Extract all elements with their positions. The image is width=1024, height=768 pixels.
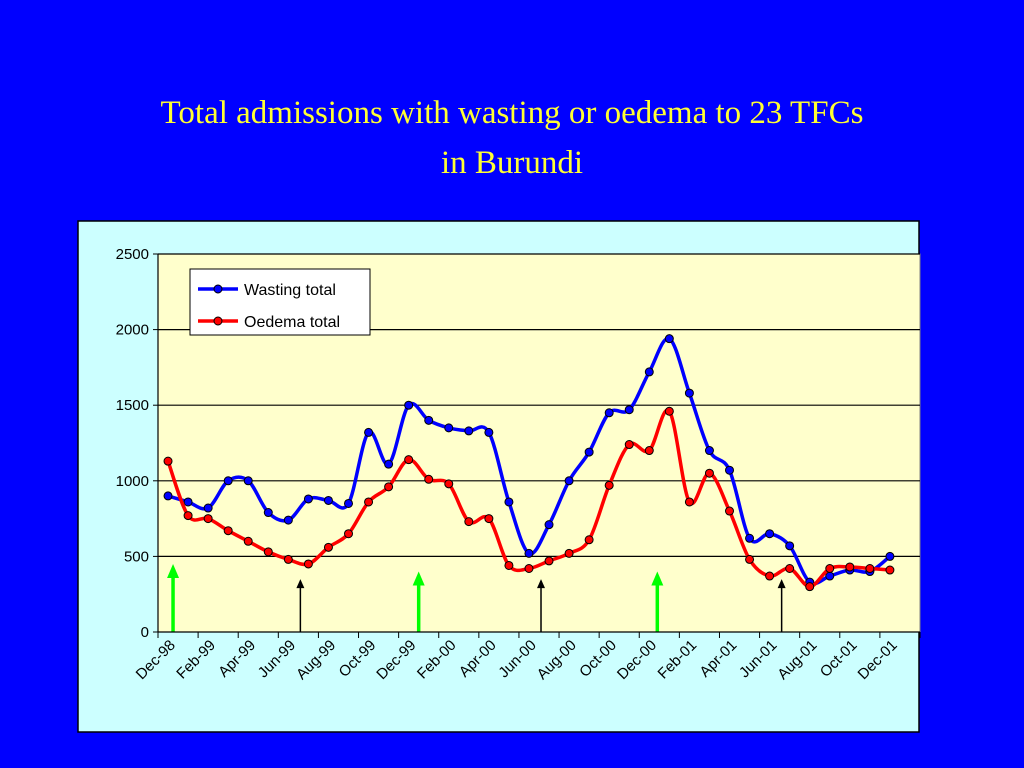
data-point-oedema xyxy=(444,479,454,489)
data-point-oedema xyxy=(644,446,654,456)
data-point-oedema xyxy=(684,497,694,507)
annotation-arrow-head xyxy=(412,571,425,586)
data-point-wasting xyxy=(584,447,594,457)
data-point-wasting xyxy=(223,476,233,486)
y-tick-label: 2000 xyxy=(116,322,149,339)
data-point-wasting xyxy=(344,498,353,508)
legend-label-oedema: Oedema total xyxy=(244,314,340,331)
data-point-wasting xyxy=(384,459,394,469)
data-point-wasting xyxy=(725,465,734,475)
data-point-oedema xyxy=(765,571,775,581)
data-point-oedema xyxy=(524,563,534,573)
data-point-oedema xyxy=(163,456,173,466)
data-point-wasting xyxy=(745,533,755,543)
data-point-oedema xyxy=(664,406,674,416)
data-point-wasting xyxy=(684,388,694,398)
slide-title: Total admissions with wasting or oedema … xyxy=(40,88,984,188)
data-point-oedema xyxy=(564,548,574,558)
annotation-arrow-head xyxy=(167,563,180,578)
data-point-oedema xyxy=(865,563,875,573)
data-point-oedema xyxy=(344,529,353,539)
y-tick-label: 1000 xyxy=(116,473,149,490)
data-point-wasting xyxy=(203,503,213,513)
data-point-wasting xyxy=(243,476,253,486)
data-point-oedema xyxy=(484,514,494,524)
data-point-oedema xyxy=(364,497,374,507)
data-point-oedema xyxy=(283,554,293,564)
data-point-wasting xyxy=(785,541,795,551)
data-point-wasting xyxy=(303,494,313,504)
data-point-oedema xyxy=(885,565,895,575)
y-tick-label: 500 xyxy=(124,548,149,565)
data-point-oedema xyxy=(323,542,333,552)
data-point-oedema xyxy=(544,556,554,566)
data-point-oedema xyxy=(825,563,835,573)
data-point-wasting xyxy=(524,548,534,558)
gridlines xyxy=(158,253,920,558)
data-point-wasting xyxy=(664,334,674,344)
data-point-wasting xyxy=(364,427,374,437)
data-point-oedema xyxy=(464,517,474,527)
data-point-wasting xyxy=(765,529,775,539)
legend-marker-wasting xyxy=(213,284,223,294)
annotation-arrow-head xyxy=(296,579,305,589)
data-point-wasting xyxy=(464,426,474,436)
data-point-oedema xyxy=(785,563,795,573)
data-point-oedema xyxy=(424,474,434,484)
data-point-oedema xyxy=(183,511,193,521)
annotation-arrow-head xyxy=(777,579,786,589)
data-point-wasting xyxy=(644,367,654,377)
data-point-wasting xyxy=(544,520,554,530)
data-point-wasting xyxy=(885,551,895,561)
data-point-oedema xyxy=(384,482,394,492)
data-point-oedema xyxy=(845,562,855,572)
y-tick-label: 1500 xyxy=(116,397,149,414)
data-point-oedema xyxy=(624,440,634,450)
data-point-oedema xyxy=(404,455,414,465)
annotation-arrow-head xyxy=(651,571,664,586)
data-point-oedema xyxy=(263,547,273,557)
data-point-oedema xyxy=(604,480,614,490)
data-point-wasting xyxy=(444,423,454,433)
data-point-oedema xyxy=(243,536,253,546)
slide-title-line-1: Total admissions with wasting or oedema … xyxy=(160,95,864,131)
data-point-wasting xyxy=(504,497,514,507)
data-point-wasting xyxy=(424,415,434,425)
data-point-wasting xyxy=(604,408,614,418)
data-point-wasting xyxy=(263,508,273,518)
annotation-arrows xyxy=(167,563,786,632)
data-point-oedema xyxy=(203,514,213,524)
y-tick-label: 2500 xyxy=(116,246,149,263)
data-point-wasting xyxy=(564,476,574,486)
data-point-oedema xyxy=(504,560,514,570)
data-point-wasting xyxy=(704,446,714,456)
data-point-oedema xyxy=(704,468,714,478)
slide-title-line-2: in Burundi xyxy=(440,145,584,181)
legend-marker-oedema xyxy=(213,316,223,326)
data-point-wasting xyxy=(484,427,494,437)
series xyxy=(163,334,895,592)
data-point-oedema xyxy=(805,582,815,592)
data-point-wasting xyxy=(624,405,634,415)
annotation-arrow-head xyxy=(537,579,546,589)
data-point-wasting xyxy=(404,400,414,410)
y-tick-label: 0 xyxy=(141,624,149,641)
data-point-oedema xyxy=(725,506,734,516)
data-point-oedema xyxy=(584,535,594,545)
data-point-wasting xyxy=(283,515,293,525)
legend: Wasting total Oedema total xyxy=(189,268,371,336)
data-point-wasting xyxy=(323,495,333,505)
data-point-wasting xyxy=(183,497,193,507)
data-point-oedema xyxy=(745,554,755,564)
legend-label-wasting: Wasting total xyxy=(244,282,336,299)
data-point-oedema xyxy=(303,559,313,569)
data-point-wasting xyxy=(163,491,173,501)
data-point-oedema xyxy=(223,526,233,536)
data-point-wasting xyxy=(825,571,835,581)
